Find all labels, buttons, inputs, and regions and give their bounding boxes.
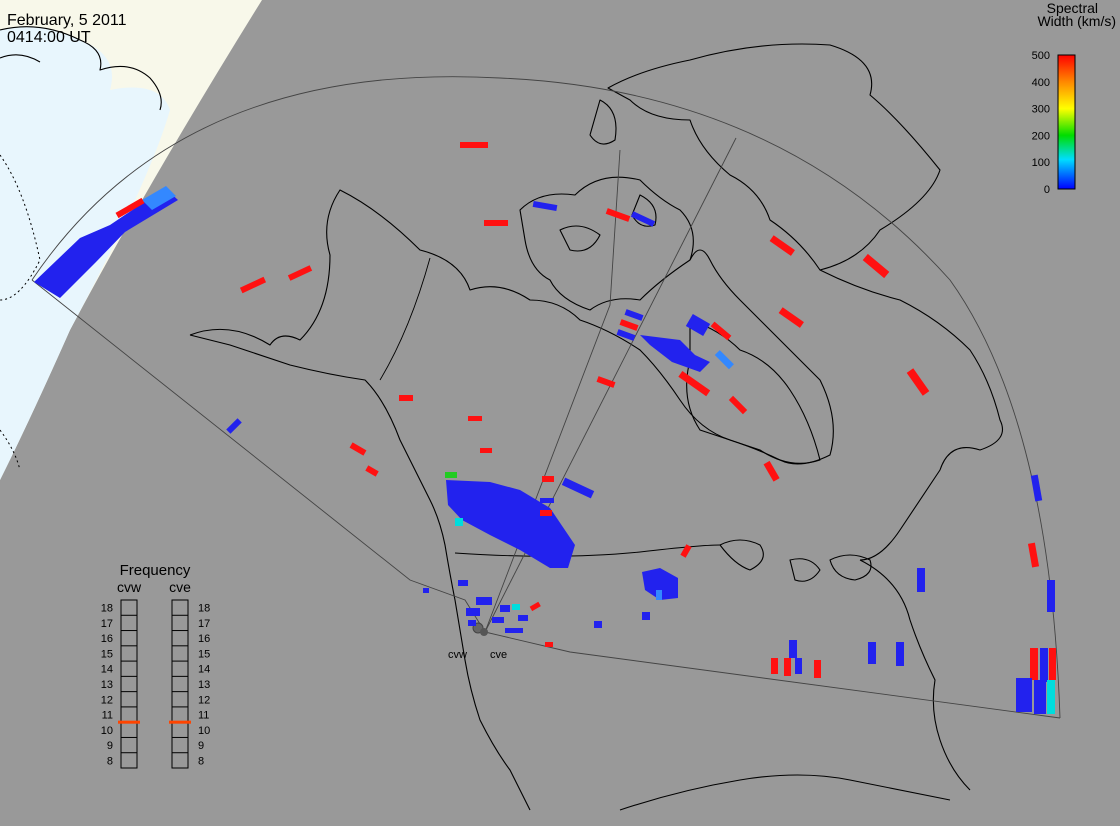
colorbar-tick-label: 500 xyxy=(1032,50,1050,62)
frequency-tick-left: 12 xyxy=(101,694,113,706)
terminator-dotted-lines xyxy=(0,154,41,471)
frequency-panel: Frequency cvw cve 18 18 17 17 16 16 15 15 14 14 13… xyxy=(101,562,211,769)
frequency-tick-left: 10 xyxy=(101,725,113,737)
frequency-tick-left: 11 xyxy=(102,710,113,722)
frequency-tick-right: 8 xyxy=(198,755,204,767)
frequency-cve-label: cve xyxy=(169,579,191,595)
frequency-tick-right: 12 xyxy=(198,694,210,706)
frequency-cve-bar xyxy=(171,599,189,769)
scatter-patch xyxy=(640,335,710,372)
date-label: February, 5 2011 xyxy=(7,12,127,29)
colorbar-tick-label: 400 xyxy=(1032,77,1050,89)
scatter-cell xyxy=(532,200,558,212)
time-label: 0414:00 UT xyxy=(7,29,91,46)
alaska-day-coast xyxy=(0,26,162,111)
frequency-tick-right: 18 xyxy=(198,603,210,615)
frequency-tick-right: 16 xyxy=(198,633,210,645)
colorbar-ticks: 500 400 300 200 100 0 xyxy=(1032,50,1050,196)
west-coast xyxy=(189,334,531,811)
east-blue-scatter xyxy=(789,474,1055,714)
mainland-north-coast xyxy=(189,189,834,465)
scatter-cell xyxy=(561,477,595,499)
greenland-coast xyxy=(607,43,941,271)
scatter-cell xyxy=(685,313,711,337)
frequency-tick-left: 13 xyxy=(101,679,113,691)
gulf-coast xyxy=(619,774,951,811)
frequency-tick-left: 9 xyxy=(107,740,113,752)
colorbar-title-line1: Spectral xyxy=(1047,0,1098,16)
scatter-cell xyxy=(540,498,554,503)
frequency-cvw-bar xyxy=(120,599,138,769)
frequency-tick-right: 10 xyxy=(198,725,210,737)
cvw-site-label: cvw xyxy=(448,649,467,661)
high-width-scatter xyxy=(239,142,1056,680)
scatter-cell xyxy=(1047,680,1055,714)
colorbar: Spectral Width (km/s) 500 400 300 200 100 0 xyxy=(1032,0,1116,196)
scatter-cell xyxy=(616,329,636,341)
colorbar-tick-label: 200 xyxy=(1032,130,1050,142)
scatter-cell xyxy=(714,350,734,370)
cve-site xyxy=(480,628,488,636)
frequency-tick-left: 17 xyxy=(101,618,113,630)
colorbar-title-line2: Width (km/s) xyxy=(1037,13,1116,29)
scatter-patch xyxy=(642,568,678,600)
scatter-patch xyxy=(142,186,176,210)
frequency-tick-right: 14 xyxy=(198,664,210,676)
colorbar-tick-label: 0 xyxy=(1044,184,1050,196)
coastlines xyxy=(189,43,1004,811)
cve-fov-east-edge xyxy=(484,631,1061,719)
frequency-ticks: 18 18 17 17 16 16 15 15 14 14 13 13 12 12 11 11 10 10 9 9 8 8 xyxy=(101,603,211,768)
frequency-cvw-marker xyxy=(118,720,140,724)
borders xyxy=(379,257,721,557)
scatter-cell xyxy=(455,518,463,526)
colorbar-scale xyxy=(1057,54,1076,190)
scatter-cell xyxy=(630,211,656,227)
scatter-cell xyxy=(512,604,520,610)
colorbar-tick-label: 300 xyxy=(1032,104,1050,116)
frequency-tick-right: 15 xyxy=(198,648,210,660)
colorbar-tick-label: 100 xyxy=(1032,157,1050,169)
scatter-cell xyxy=(529,601,541,612)
us-canada-border xyxy=(454,544,721,557)
frequency-cvw-label: cvw xyxy=(117,579,142,595)
frequency-tick-left: 14 xyxy=(101,664,113,676)
labrador-coast xyxy=(819,269,1004,561)
frequency-title: Frequency xyxy=(120,562,191,579)
scatter-cell xyxy=(624,309,644,321)
cvw-fov-west-edge xyxy=(31,279,486,633)
frequency-tick-left: 16 xyxy=(101,633,113,645)
frequency-tick-right: 9 xyxy=(198,740,204,752)
scatter-cell xyxy=(226,418,242,434)
near-range-scatter xyxy=(423,580,650,633)
scatter-patch xyxy=(34,188,178,298)
great-lakes-coast xyxy=(719,539,872,582)
frequency-tick-left: 18 xyxy=(101,603,113,615)
scatter-cell xyxy=(545,642,553,647)
fov-outer-arc xyxy=(31,76,1061,719)
frequency-tick-left: 8 xyxy=(107,755,113,767)
arctic-islands-coast xyxy=(519,99,694,311)
frequency-tick-right: 17 xyxy=(198,618,210,630)
alaska-canada-border xyxy=(379,257,431,381)
scatter-patch xyxy=(446,480,575,568)
hudson-bay-coast xyxy=(686,319,821,464)
frequency-tick-right: 11 xyxy=(198,710,209,722)
radar-fov xyxy=(31,76,1061,719)
radar-scatter xyxy=(34,142,1056,714)
cve-site-label: cve xyxy=(490,649,507,661)
scatter-cell xyxy=(445,472,457,478)
east-coast xyxy=(859,559,971,791)
scatter-cell xyxy=(115,197,145,219)
frequency-cve-marker xyxy=(169,720,191,724)
frequency-tick-right: 13 xyxy=(198,679,210,691)
scatter-cell xyxy=(656,590,662,600)
frequency-tick-left: 15 xyxy=(101,648,113,660)
